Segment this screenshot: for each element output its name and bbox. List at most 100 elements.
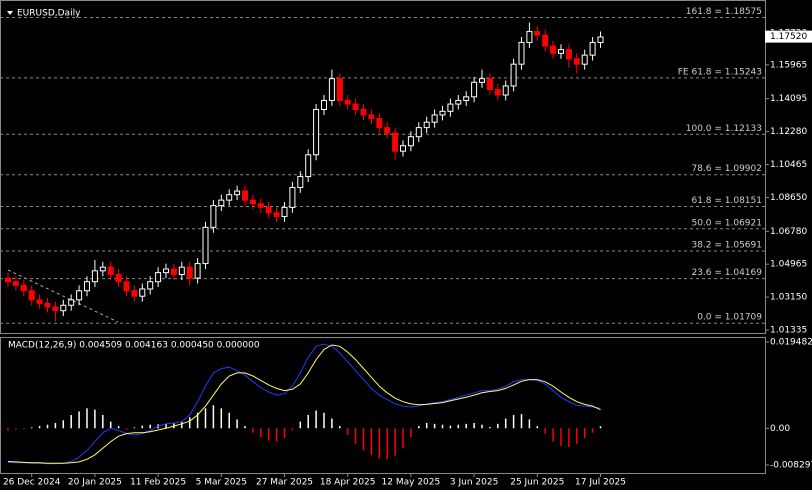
candle-body [400,145,406,152]
fib-label: 50.0 = 1.06921 [691,218,762,228]
candle-body [423,121,430,129]
candle-body [439,110,446,116]
candle-body [139,288,146,297]
symbol-title: EURUSD,Daily [17,9,81,19]
candle-body [328,78,335,101]
candle-body [147,281,154,290]
menu-arrow[interactable] [7,11,13,15]
price-tag-label: 1.17520 [770,32,807,42]
candle-body [194,263,201,279]
macd-frame [0,337,766,474]
candle-body [99,266,106,272]
y-tick-label: -0.008297 [770,461,812,471]
fib-label: 61.8 = 1.08151 [691,196,762,206]
y-tick-label: 0.00 [770,424,790,434]
candle-body [550,45,557,54]
x-tick-label: 12 May 2025 [382,478,441,488]
fib-label: 161.8 = 1.18575 [686,7,762,17]
candle-body [305,154,312,178]
macd-title: MACD(12,26,9) 0.004509 0.004163 0.000450… [8,341,260,351]
fib-label: 78.6 = 1.09902 [691,164,762,174]
macd-line [7,343,601,465]
y-tick-label: 1.14095 [770,94,807,104]
candle-body [210,205,217,228]
candle-body [60,304,67,312]
candle-body [155,272,162,283]
candle-body [226,194,233,201]
candle-body [407,136,414,147]
candle-body [178,266,185,275]
candle-body [36,299,43,304]
candle-body [360,109,367,116]
candle-body [12,281,19,286]
candle-body [463,96,470,101]
candle-body [281,206,288,217]
fib-label: 100.0 = 1.12133 [686,124,762,134]
fib-label: FE 61.8 = 1.15243 [678,67,762,77]
candle-body [20,284,27,292]
candle-body [5,277,11,283]
candle-body [597,36,604,43]
y-tick-label: 1.01335 [770,326,807,336]
candle-body [202,226,209,265]
candle-body [107,266,114,275]
candle-body [510,63,517,87]
candle-body [234,190,241,196]
candle-body [384,127,391,134]
signal-line [7,344,601,464]
y-tick-label: 1.15965 [770,60,807,70]
candle-body [581,54,588,65]
y-tick-label: 1.06780 [770,227,807,237]
y-tick-label: 1.12280 [770,127,807,137]
candle-body [415,127,422,138]
candle-body [257,203,264,208]
y-tick-label: 1.04965 [770,260,807,270]
candle-body [218,199,225,207]
candle-body [447,103,454,112]
x-tick-label: 20 Jan 2025 [68,478,122,488]
x-tick-label: 11 Feb 2025 [130,478,186,488]
candle-body [273,212,280,217]
candle-body [336,78,343,101]
candle-body [376,118,383,129]
candle-body [494,89,501,96]
candle-body [76,290,83,301]
candle-body [84,281,90,292]
candle-body [131,290,138,297]
candle-body [321,99,327,111]
x-tick-label: 18 Apr 2025 [320,478,376,488]
fib-label: 38.2 = 1.05691 [691,241,762,251]
candle-body [313,109,320,156]
x-tick-label: 25 Jun 2025 [510,478,564,488]
candle-body [486,78,493,91]
candle-body [542,34,549,47]
x-tick-label: 3 Jun 2025 [450,478,498,488]
price-tag [765,30,812,43]
x-tick-label: 27 Mar 2025 [256,478,313,488]
candle-body [289,186,296,208]
candle-body [534,31,541,36]
y-tick-label: 1.03150 [770,293,807,303]
candle-body [249,199,256,205]
candle-body [565,49,572,60]
candle-body [52,306,59,312]
candle-body [368,114,375,120]
fib-label: 23.6 = 1.04169 [691,268,762,278]
candle-body [163,268,169,274]
x-tick-label: 26 Dec 2024 [3,478,61,488]
candle-body [265,206,272,214]
candle-body [115,273,122,283]
x-tick-label: 5 Mar 2025 [196,478,247,488]
candle-body [392,132,399,152]
candle-body [44,302,51,308]
y-tick-label: 1.08650 [770,193,807,203]
candle-body [479,78,485,83]
candle-body [28,290,35,301]
y-tick-label: 0.019482 [770,337,812,347]
candle-body [455,99,462,105]
candle-body [91,270,98,283]
candle-body [518,41,525,65]
candle-body [297,176,304,188]
